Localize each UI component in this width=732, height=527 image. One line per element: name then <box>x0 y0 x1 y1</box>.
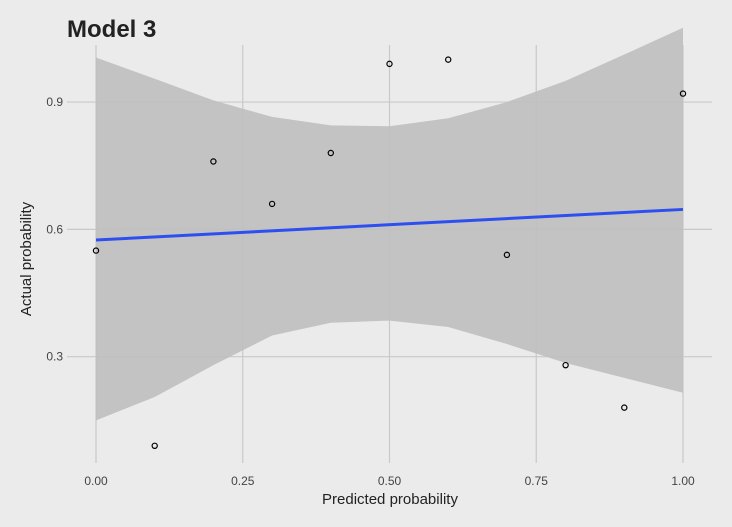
tick-layer: 0.00 0.25 0.50 0.75 1.00 0.3 0.6 0.9 <box>46 95 695 488</box>
data-point <box>210 158 217 165</box>
data-point <box>92 247 100 254</box>
x-tick-label: 0.00 <box>84 474 108 488</box>
chart-title: Model 3 <box>67 16 156 43</box>
y-tick-label: 0.3 <box>46 350 63 364</box>
data-point <box>386 60 393 68</box>
data-point <box>268 200 276 208</box>
data-point <box>151 442 158 450</box>
data-point <box>621 404 628 411</box>
y-tick-label: 0.9 <box>46 95 63 109</box>
x-tick-label: 0.75 <box>525 474 549 488</box>
data-point <box>445 56 452 63</box>
x-tick-label: 1.00 <box>671 474 695 488</box>
data-point <box>679 90 687 97</box>
data-point <box>327 149 334 157</box>
y-axis-title: Actual probability <box>18 201 35 316</box>
point-layer <box>92 56 687 450</box>
data-point <box>562 361 569 369</box>
x-axis-title: Predicted probability <box>322 491 458 508</box>
x-tick-label: 0.50 <box>378 474 402 488</box>
y-tick-label: 0.6 <box>46 222 63 236</box>
x-tick-label: 0.25 <box>231 474 255 488</box>
data-point <box>503 251 511 259</box>
line-layer <box>95 207 684 242</box>
regression-line <box>95 207 684 242</box>
